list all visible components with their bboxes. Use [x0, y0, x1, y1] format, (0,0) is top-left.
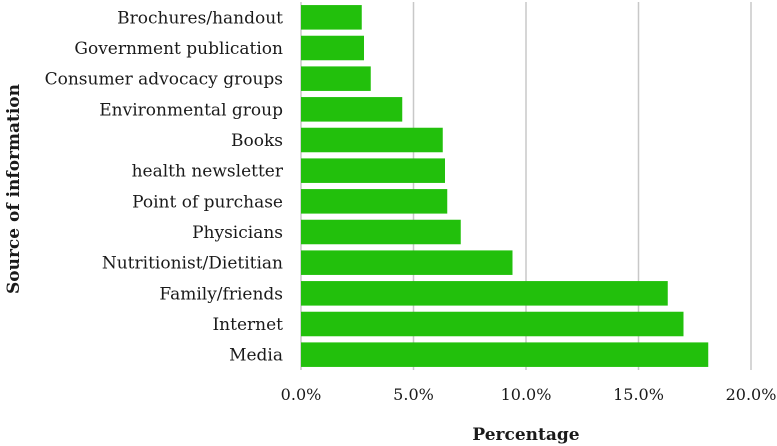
bar	[301, 158, 445, 183]
category-label: Family/friends	[159, 284, 283, 304]
category-label: Media	[229, 346, 283, 366]
bar	[301, 5, 362, 30]
category-label: Internet	[212, 315, 283, 335]
x-tick-label: 15.0%	[613, 385, 664, 404]
x-tick-label: 5.0%	[393, 385, 434, 404]
bar	[301, 219, 461, 245]
x-tick-label: 0.0%	[281, 385, 322, 404]
category-label: Books	[231, 131, 283, 151]
category-labels: Brochures/handout Government publication C…	[45, 8, 284, 365]
bar	[301, 97, 403, 122]
category-label: Consumer advocacy groups	[45, 70, 283, 90]
category-label: Government publication	[74, 39, 283, 59]
bars	[301, 5, 709, 367]
category-label: Physicians	[192, 223, 283, 243]
x-tick-label: 10.0%	[501, 385, 552, 404]
bar	[301, 35, 364, 61]
bar	[301, 281, 668, 306]
y-axis-title: Source of information	[4, 84, 24, 294]
gridlines	[300, 2, 752, 370]
x-axis-title: Percentage	[472, 425, 579, 445]
category-label: Brochures/handout	[117, 8, 283, 28]
x-tick-label: 20.0%	[726, 385, 777, 404]
bar	[301, 311, 684, 337]
category-label: Environmental group	[99, 100, 283, 120]
bar	[301, 66, 371, 91]
category-label: Point of purchase	[132, 192, 283, 212]
category-label: Nutritionist/Dietitian	[102, 254, 283, 274]
x-tick-labels: 0.0% 5.0% 10.0% 15.0% 20.0%	[281, 385, 777, 404]
category-label: health newsletter	[132, 162, 284, 182]
bar	[301, 342, 709, 367]
bar	[301, 127, 443, 153]
bar	[301, 189, 448, 214]
bar	[301, 250, 513, 275]
